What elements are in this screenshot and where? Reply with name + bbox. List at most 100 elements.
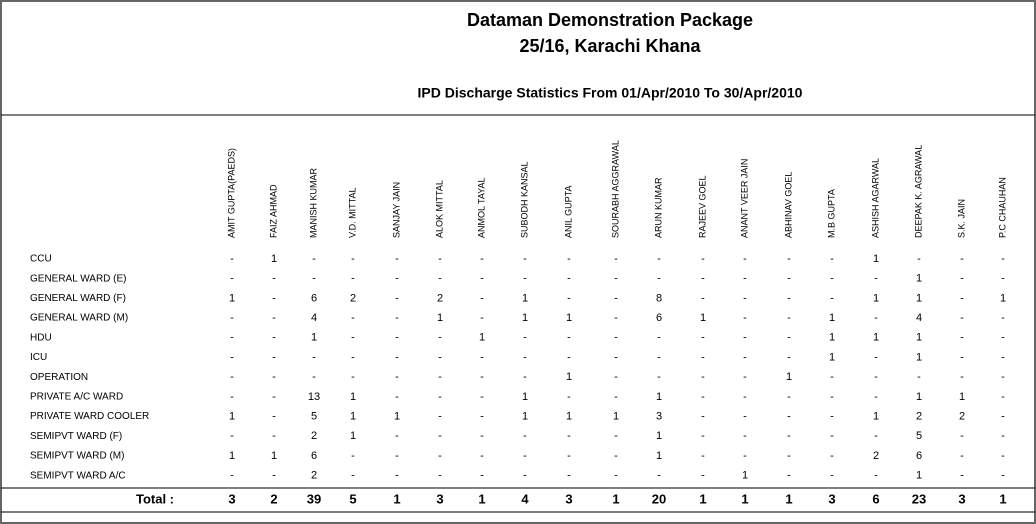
cell-value: -: [701, 391, 705, 403]
cell-value: -: [1001, 391, 1005, 403]
total-value: 1: [612, 491, 619, 506]
cell-value: 6: [311, 292, 317, 304]
cell-value: -: [480, 430, 484, 442]
cell-value: -: [830, 292, 834, 304]
cell-value: -: [230, 430, 234, 442]
row-label: ICU: [30, 352, 47, 363]
cell-value: -: [230, 332, 234, 344]
total-value: 3: [436, 491, 443, 506]
cell-value: 1: [786, 371, 792, 383]
column-header: DEEPAK K. AGRAWAL: [913, 145, 923, 238]
cell-value: -: [960, 371, 964, 383]
cell-value: 1: [916, 470, 922, 482]
cell-value: -: [701, 470, 705, 482]
cell-value: -: [395, 450, 399, 462]
cell-value: -: [230, 470, 234, 482]
cell-value: -: [395, 312, 399, 324]
cell-value: 8: [656, 292, 662, 304]
cell-value: -: [917, 371, 921, 383]
cell-value: -: [657, 332, 661, 344]
cell-value: -: [614, 470, 618, 482]
cell-value: -: [960, 332, 964, 344]
cell-value: 2: [350, 292, 356, 304]
report-title: Dataman Demonstration Package: [467, 10, 753, 30]
cell-value: -: [701, 371, 705, 383]
column-header: M.B GUPTA: [826, 189, 836, 238]
cell-value: -: [743, 253, 747, 265]
cell-value: -: [830, 391, 834, 403]
cell-value: -: [230, 351, 234, 363]
cell-value: 13: [308, 391, 320, 403]
column-header: P.C CHAUHAN: [997, 177, 1007, 238]
cell-value: -: [614, 273, 618, 285]
row-label: PRIVATE WARD COOLER: [30, 411, 149, 422]
cell-value: 1: [522, 411, 528, 423]
cell-value: -: [701, 332, 705, 344]
cell-value: -: [480, 292, 484, 304]
cell-value: -: [480, 470, 484, 482]
cell-value: -: [701, 253, 705, 265]
cell-value: -: [960, 312, 964, 324]
cell-value: 2: [437, 292, 443, 304]
cell-value: -: [614, 391, 618, 403]
cell-value: -: [438, 371, 442, 383]
cell-value: -: [480, 312, 484, 324]
column-header: ANMOL TAYAL: [476, 177, 486, 238]
cell-value: -: [395, 351, 399, 363]
cell-value: 1: [829, 312, 835, 324]
cell-value: -: [743, 273, 747, 285]
cell-value: -: [523, 332, 527, 344]
cell-value: -: [1001, 351, 1005, 363]
cell-value: -: [830, 371, 834, 383]
cell-value: 1: [271, 253, 277, 265]
cell-value: -: [1001, 470, 1005, 482]
cell-value: -: [480, 253, 484, 265]
column-header: MANISH KUMAR: [308, 167, 318, 238]
cell-value: 1: [311, 332, 317, 344]
cell-value: -: [567, 273, 571, 285]
column-header: ARUN KUMAR: [653, 177, 663, 238]
cell-value: -: [1001, 371, 1005, 383]
cell-value: -: [743, 292, 747, 304]
cell-value: -: [438, 332, 442, 344]
cell-value: 1: [873, 292, 879, 304]
column-header: V.D. MITTAL: [347, 187, 357, 238]
cell-value: 1: [566, 312, 572, 324]
cell-value: -: [830, 253, 834, 265]
cell-value: -: [395, 332, 399, 344]
cell-value: -: [743, 332, 747, 344]
cell-value: -: [1001, 450, 1005, 462]
cell-value: -: [523, 450, 527, 462]
cell-value: -: [272, 351, 276, 363]
cell-value: -: [351, 253, 355, 265]
row-label: CCU: [30, 254, 52, 265]
cell-value: -: [874, 312, 878, 324]
cell-value: -: [960, 450, 964, 462]
cell-value: -: [874, 351, 878, 363]
cell-value: -: [1001, 312, 1005, 324]
cell-value: -: [960, 430, 964, 442]
cell-value: -: [743, 351, 747, 363]
cell-value: 6: [916, 450, 922, 462]
cell-value: -: [230, 312, 234, 324]
total-value: 5: [349, 491, 356, 506]
cell-value: -: [395, 273, 399, 285]
cell-value: 1: [916, 351, 922, 363]
cell-value: -: [395, 371, 399, 383]
cell-value: -: [1001, 273, 1005, 285]
cell-value: -: [1001, 430, 1005, 442]
cell-value: -: [614, 450, 618, 462]
cell-value: -: [567, 430, 571, 442]
cell-value: 2: [916, 411, 922, 423]
cell-value: 2: [959, 411, 965, 423]
cell-value: 5: [916, 430, 922, 442]
cell-value: 1: [350, 430, 356, 442]
cell-value: 1: [566, 371, 572, 383]
cell-value: -: [567, 292, 571, 304]
cell-value: -: [701, 351, 705, 363]
cell-value: -: [480, 351, 484, 363]
cell-value: -: [701, 450, 705, 462]
cell-value: -: [480, 391, 484, 403]
cell-value: -: [614, 332, 618, 344]
cell-value: 1: [656, 430, 662, 442]
